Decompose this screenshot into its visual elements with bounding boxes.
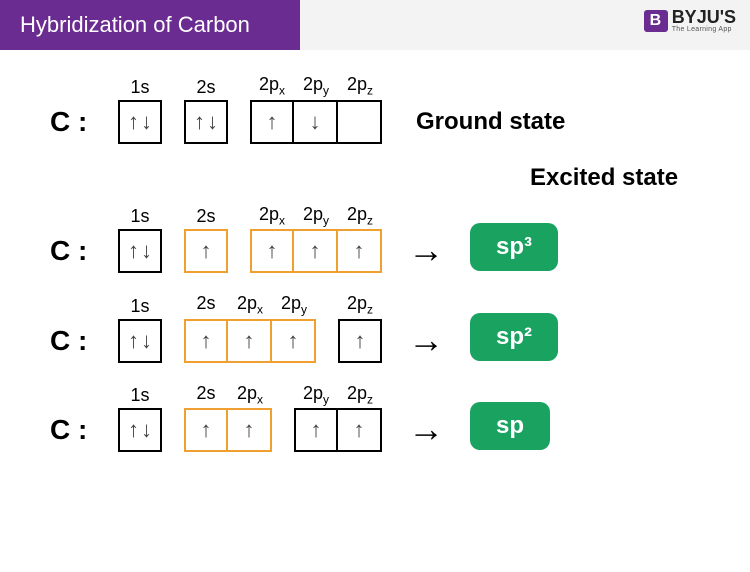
element-symbol: C :: [50, 106, 96, 138]
orbital-box: ↑↓: [118, 408, 162, 452]
orbital-box: ↑: [338, 319, 382, 363]
orbital-box: ↓: [294, 100, 338, 144]
spin-up-icon: ↑: [128, 111, 139, 133]
spin-up-icon: ↑: [201, 419, 212, 441]
orbital-label: 2pz: [338, 293, 382, 317]
spin-down-icon: ↓: [141, 111, 152, 133]
orbital-label: 2px: [228, 293, 272, 317]
diagram-content: C : 1s ↑↓ 2s ↑↓ 2px 2py 2pz ↑ ↓ Ground s…: [0, 50, 750, 462]
orbital-group-2s: 2s ↑↓: [184, 77, 228, 144]
hybridization-badge-sp: sp: [470, 402, 550, 450]
spin-up-icon: ↑: [194, 111, 205, 133]
hybridization-badge-sp2: sp²: [470, 313, 558, 361]
orbital-group-2s: 2s ↑: [184, 206, 228, 273]
orbital-label: 2s: [184, 293, 228, 317]
spin-down-icon: ↓: [207, 111, 218, 133]
orbital-label: 2s: [184, 206, 228, 227]
orbital-label: 2px: [250, 204, 294, 228]
orbital-box-hybrid: ↑: [228, 408, 272, 452]
orbital-box: ↑: [338, 408, 382, 452]
orbital-label: 2py: [272, 293, 316, 317]
logo-badge-icon: B: [644, 10, 668, 32]
orbital-box-hybrid: ↑: [272, 319, 316, 363]
orbital-group-1s: 1s ↑↓: [118, 206, 162, 273]
orbital-group-2pz: 2pz ↑: [338, 293, 382, 363]
arrow-icon: →: [408, 408, 444, 450]
spin-up-icon: ↑: [354, 240, 365, 262]
orbital-label: 2pz: [338, 74, 382, 98]
hybridization-badge-sp3: sp³: [470, 223, 558, 271]
spin-up-icon: ↑: [128, 240, 139, 262]
element-symbol: C :: [50, 325, 96, 357]
orbital-box: ↑↓: [118, 319, 162, 363]
orbital-label: 2py: [294, 204, 338, 228]
spin-up-icon: ↑: [201, 330, 212, 352]
orbital-label: 1s: [118, 77, 162, 98]
state-label-ground: Ground state: [416, 108, 565, 136]
orbital-label: 2py: [294, 383, 338, 407]
orbital-group-hybrid: 2s 2px 2py ↑ ↑ ↑: [184, 293, 316, 363]
orbital-label: 2pz: [338, 383, 382, 407]
orbital-box-hybrid: ↑: [184, 229, 228, 273]
orbital-label: 2px: [228, 383, 272, 407]
element-symbol: C :: [50, 235, 96, 267]
orbital-box-hybrid: ↑: [184, 319, 228, 363]
orbital-box: ↑↓: [118, 100, 162, 144]
orbital-box: ↑↓: [118, 229, 162, 273]
orbital-box-hybrid: ↑: [294, 229, 338, 273]
spin-up-icon: ↑: [288, 330, 299, 352]
spin-up-icon: ↑: [355, 330, 366, 352]
spin-up-icon: ↑: [354, 419, 365, 441]
orbital-group-hybrid: 2s 2px ↑ ↑: [184, 383, 272, 453]
element-symbol: C :: [50, 414, 96, 446]
spin-up-icon: ↑: [267, 111, 278, 133]
page-title: Hybridization of Carbon: [0, 0, 300, 50]
orbital-group-1s: 1s ↑↓: [118, 77, 162, 144]
orbital-label: 2py: [294, 74, 338, 98]
orbital-box: [338, 100, 382, 144]
spin-up-icon: ↑: [244, 330, 255, 352]
spin-up-icon: ↑: [128, 419, 139, 441]
orbital-box-hybrid: ↑: [338, 229, 382, 273]
logo-text: BYJU'S: [672, 8, 736, 26]
orbital-label: 1s: [118, 385, 162, 406]
spin-up-icon: ↑: [310, 240, 321, 262]
orbital-row-sp3: C : 1s ↑↓ 2s ↑ 2px 2py 2pz ↑ ↑ ↑ → sp³: [50, 204, 710, 274]
orbital-box: ↑: [294, 408, 338, 452]
orbital-label: 2s: [184, 383, 228, 407]
spin-down-icon: ↓: [141, 240, 152, 262]
spin-up-icon: ↑: [311, 419, 322, 441]
spin-down-icon: ↓: [141, 330, 152, 352]
orbital-group-1s: 1s ↑↓: [118, 296, 162, 363]
orbital-group-1s: 1s ↑↓: [118, 385, 162, 452]
orbital-row-sp: C : 1s ↑↓ 2s 2px ↑ ↑ 2py 2pz ↑ ↑ →: [50, 383, 710, 453]
orbital-box: ↑: [250, 100, 294, 144]
orbital-label: 2s: [184, 77, 228, 98]
orbital-label: 2pz: [338, 204, 382, 228]
arrow-icon: →: [408, 229, 444, 271]
orbital-row-sp2: C : 1s ↑↓ 2s 2px 2py ↑ ↑ ↑ 2pz ↑ → sp²: [50, 293, 710, 363]
logo: B BYJU'S The Learning App: [644, 8, 736, 33]
orbital-group-2p: 2py 2pz ↑ ↑: [294, 383, 382, 453]
orbital-label: 1s: [118, 206, 162, 227]
header: Hybridization of Carbon B BYJU'S The Lea…: [0, 0, 750, 50]
orbital-row-ground: C : 1s ↑↓ 2s ↑↓ 2px 2py 2pz ↑ ↓ Ground s…: [50, 74, 710, 144]
spin-down-icon: ↓: [310, 111, 321, 133]
spin-up-icon: ↑: [128, 330, 139, 352]
orbital-group-2p: 2px 2py 2pz ↑ ↓: [250, 74, 382, 144]
spin-up-icon: ↑: [267, 240, 278, 262]
orbital-box-hybrid: ↑: [184, 408, 228, 452]
orbital-group-2p: 2px 2py 2pz ↑ ↑ ↑: [250, 204, 382, 274]
orbital-label: 2px: [250, 74, 294, 98]
arrow-icon: →: [408, 319, 444, 361]
spin-up-icon: ↑: [244, 419, 255, 441]
spin-down-icon: ↓: [141, 419, 152, 441]
orbital-box: ↑↓: [184, 100, 228, 144]
orbital-label: 1s: [118, 296, 162, 317]
spin-up-icon: ↑: [201, 240, 212, 262]
logo-subtitle: The Learning App: [672, 26, 736, 33]
state-label-excited: Excited state: [530, 164, 710, 192]
orbital-box-hybrid: ↑: [228, 319, 272, 363]
orbital-box-hybrid: ↑: [250, 229, 294, 273]
